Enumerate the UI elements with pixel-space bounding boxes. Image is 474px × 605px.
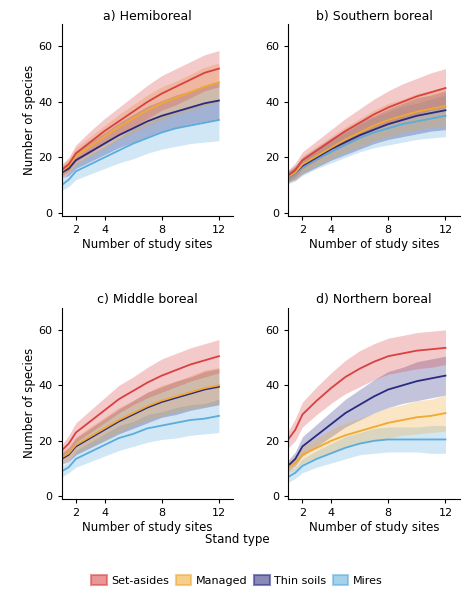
- Title: d) Northern boreal: d) Northern boreal: [316, 293, 432, 307]
- X-axis label: Number of study sites: Number of study sites: [309, 521, 439, 534]
- Title: c) Middle boreal: c) Middle boreal: [97, 293, 198, 307]
- Text: Stand type: Stand type: [205, 533, 269, 546]
- Legend: Set-asides, Managed, Thin soils, Mires: Set-asides, Managed, Thin soils, Mires: [87, 571, 387, 590]
- Y-axis label: Number of species: Number of species: [23, 348, 36, 459]
- Y-axis label: Number of species: Number of species: [23, 65, 36, 175]
- Title: a) Hemiboreal: a) Hemiboreal: [103, 10, 192, 23]
- X-axis label: Number of study sites: Number of study sites: [309, 238, 439, 250]
- X-axis label: Number of study sites: Number of study sites: [82, 238, 213, 250]
- Title: b) Southern boreal: b) Southern boreal: [316, 10, 432, 23]
- X-axis label: Number of study sites: Number of study sites: [82, 521, 213, 534]
